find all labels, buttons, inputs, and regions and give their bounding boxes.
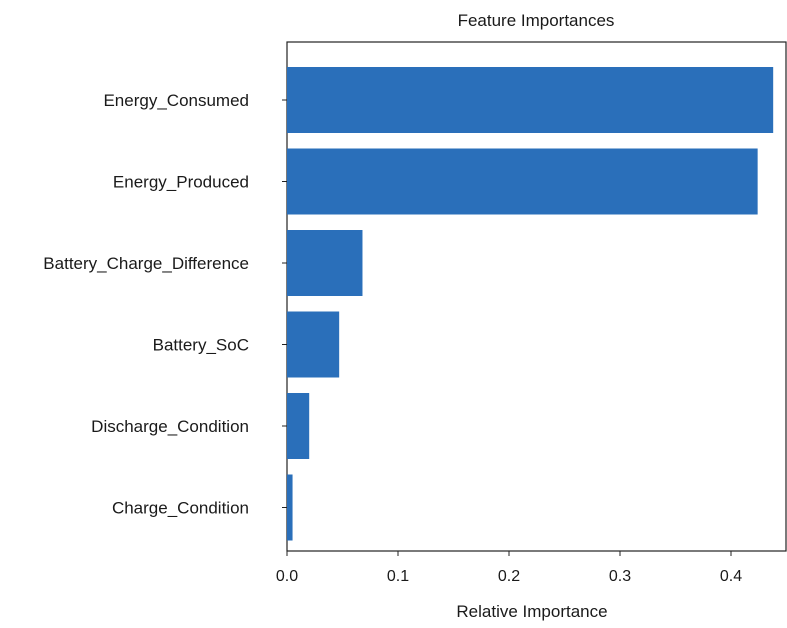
x-tick-label: 0.1 bbox=[387, 568, 409, 585]
category-label: Battery_Charge_Difference bbox=[43, 254, 249, 273]
category-label: Energy_Produced bbox=[113, 173, 249, 192]
x-tick-label: 0.4 bbox=[720, 568, 742, 585]
category-label: Energy_Consumed bbox=[103, 91, 249, 110]
category-labels: Energy_Consumed Energy_Produced Battery_Ch… bbox=[43, 91, 287, 518]
bar-energy-produced bbox=[287, 148, 758, 215]
bar-battery-charge-difference bbox=[287, 230, 363, 296]
category-label: Battery_SoC bbox=[153, 336, 249, 355]
x-axis-label: Relative Importance bbox=[456, 602, 607, 621]
x-tick-label: 0.2 bbox=[498, 568, 520, 585]
x-tick-label: 0.3 bbox=[609, 568, 631, 585]
bar-battery-soc bbox=[287, 311, 340, 378]
x-tick-label: 0.0 bbox=[276, 568, 298, 585]
category-label: Charge_Condition bbox=[112, 499, 249, 518]
chart-title: Feature Importances bbox=[458, 11, 615, 30]
category-label: Discharge_Condition bbox=[91, 417, 249, 436]
bar-energy-consumed bbox=[287, 67, 774, 133]
x-axis-ticks: 0.0 0.1 0.2 0.3 0.4 bbox=[276, 551, 742, 585]
bar-charge-condition bbox=[287, 474, 293, 541]
bar-discharge-condition bbox=[287, 393, 310, 459]
plot-frame bbox=[286, 41, 787, 552]
bars-group bbox=[287, 67, 774, 541]
